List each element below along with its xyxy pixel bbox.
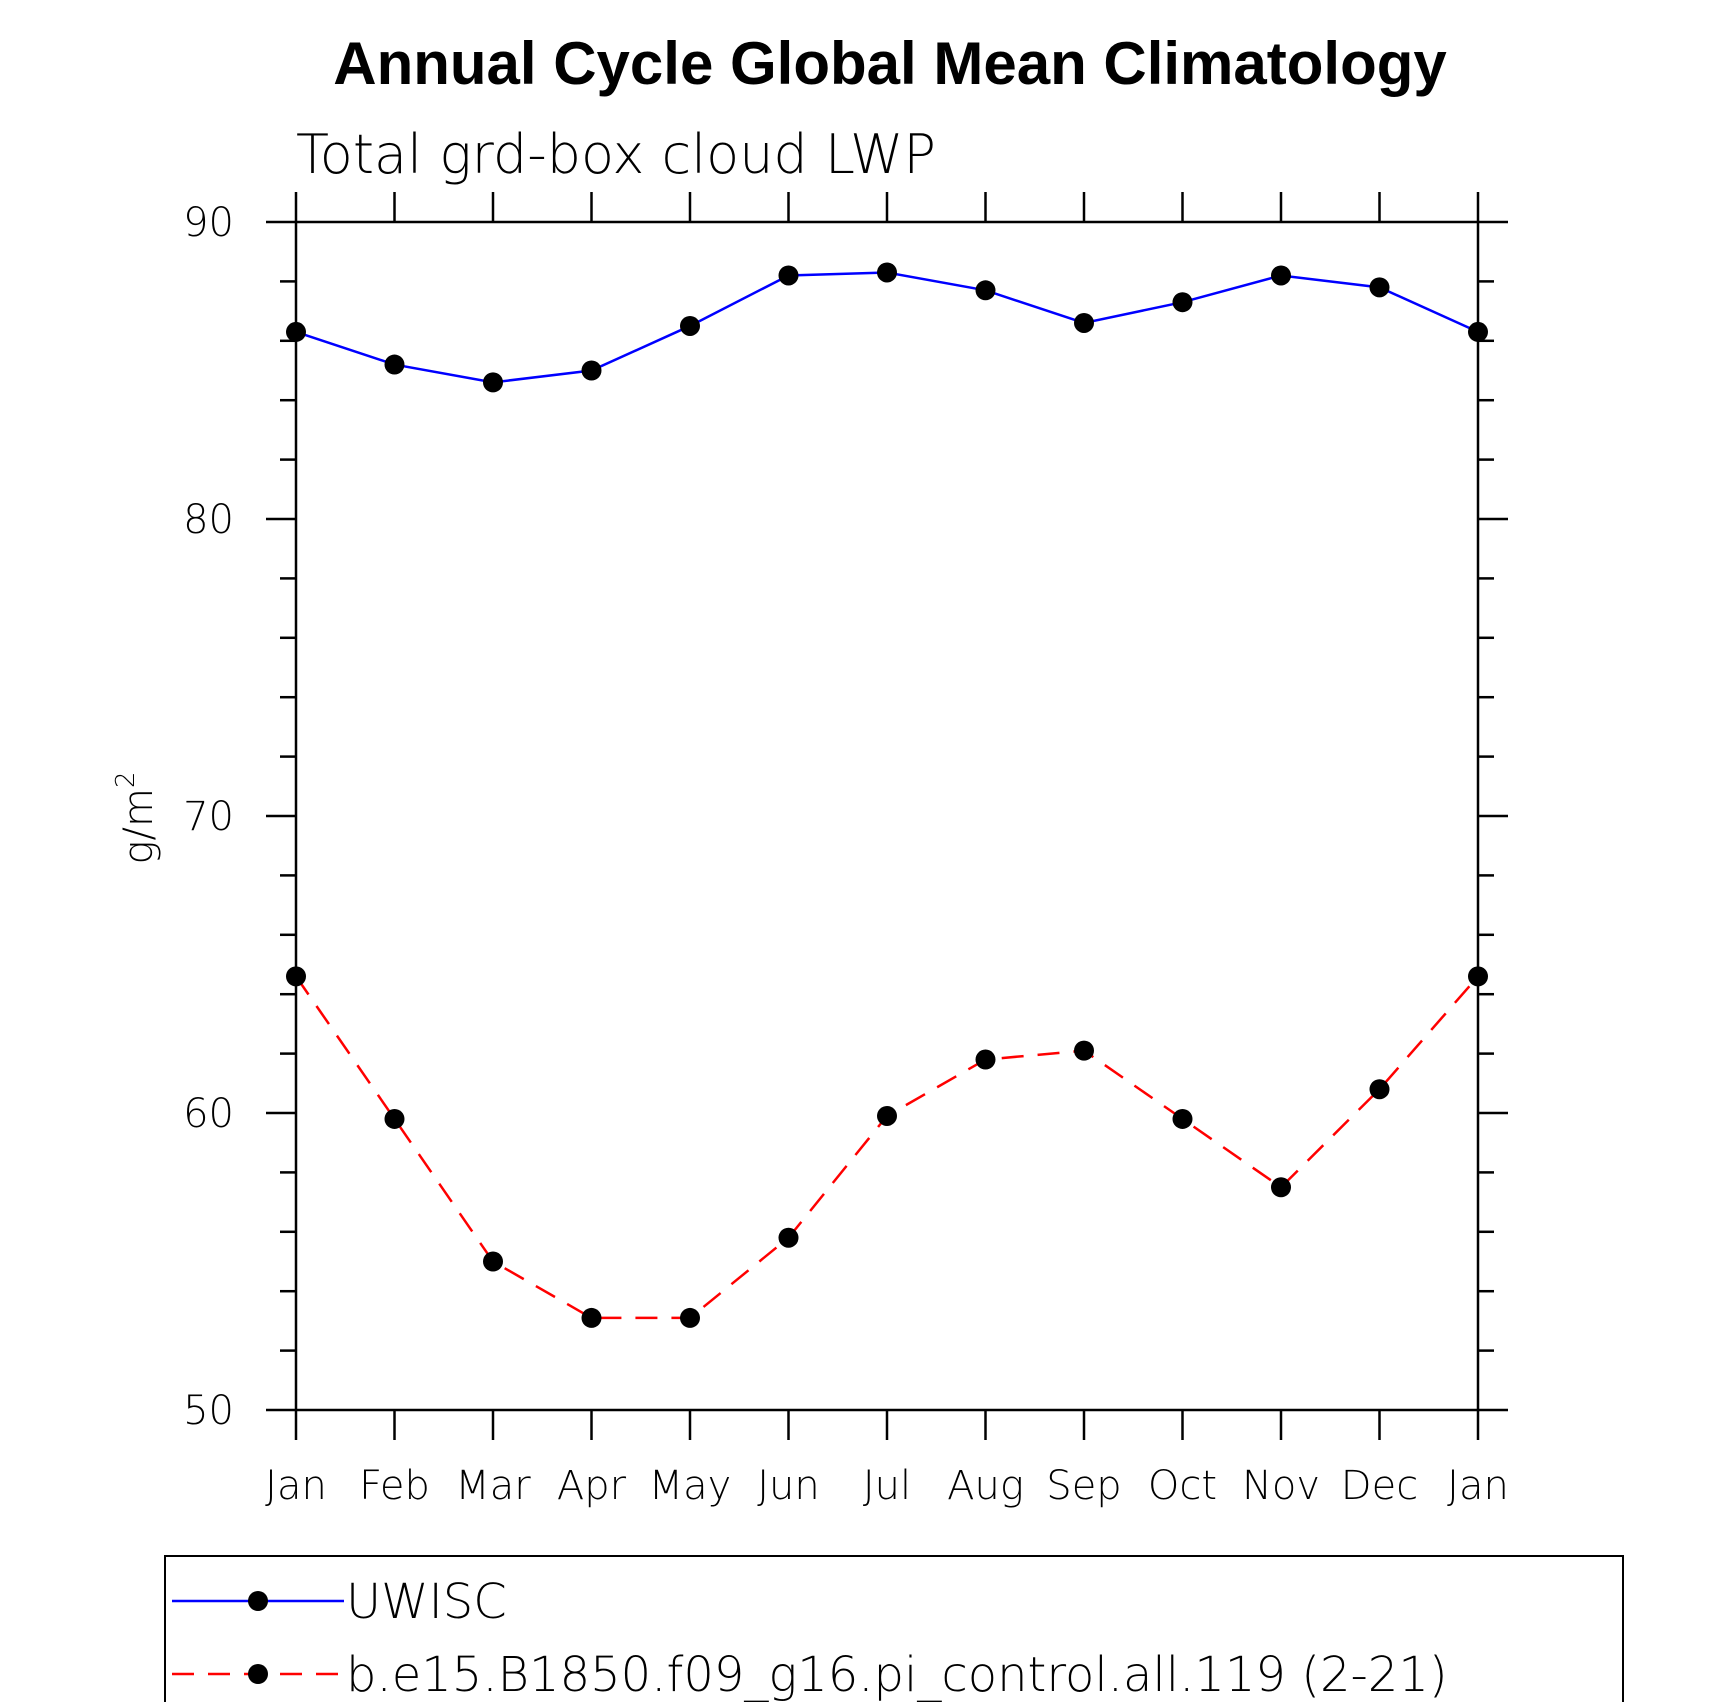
data-point	[581, 1307, 602, 1328]
data-point	[1271, 265, 1291, 286]
data-point	[483, 372, 503, 393]
data-point	[1172, 1108, 1193, 1129]
data-point	[384, 354, 405, 375]
data-point	[877, 1105, 897, 1126]
data-point	[680, 1307, 700, 1328]
legend-label: b.e15.B1850.f09_g16.pi_control.all.119 (…	[346, 1647, 1448, 1702]
legend: UWISC b.e15.B1850.f09_g16.pi_control.all.…	[164, 1555, 1624, 1702]
data-point	[286, 966, 306, 987]
y-axis-label-superscript: 2	[111, 772, 141, 789]
x-tick-label: Jun	[757, 1463, 820, 1509]
y-tick-label: 80	[183, 497, 234, 543]
y-tick-label: 90	[183, 200, 234, 246]
legend-marker	[248, 1591, 268, 1611]
y-tick-label: 60	[183, 1091, 234, 1137]
axes: Jan Feb Mar Apr May Jun Jul Aug Sep Oct Nov Dec Jan 5…	[183, 192, 1509, 1509]
y-axis-label: g/m2	[111, 772, 162, 865]
x-tick-label: Sep	[1046, 1463, 1121, 1509]
x-tick-label: Jan	[1447, 1463, 1509, 1509]
data-point	[384, 1108, 405, 1129]
series-2	[286, 966, 1488, 1328]
svg-text:g/m2: g/m2	[111, 772, 162, 865]
series-layer	[286, 262, 1488, 1328]
legend-marker	[248, 1664, 268, 1684]
x-tick-label: Feb	[359, 1463, 430, 1509]
x-tick-label: Aug	[947, 1463, 1024, 1509]
x-tick-label: Oct	[1148, 1463, 1217, 1509]
y-tick-label: 70	[183, 794, 234, 840]
data-point	[1074, 312, 1094, 333]
data-point	[1468, 966, 1488, 987]
series-1	[286, 262, 1488, 393]
data-point	[1271, 1177, 1291, 1198]
data-point	[975, 1049, 996, 1070]
data-point	[778, 265, 799, 286]
data-point	[680, 315, 700, 336]
data-point	[1468, 321, 1488, 342]
series-line	[295, 271, 1479, 384]
x-tick-label: Mar	[455, 1463, 531, 1509]
data-point	[1172, 292, 1193, 313]
data-point	[877, 262, 897, 283]
data-point	[1369, 1079, 1390, 1100]
y-tick-label: 50	[183, 1388, 234, 1434]
legend-box	[164, 1555, 1624, 1702]
data-point	[581, 360, 602, 381]
data-point	[778, 1227, 799, 1248]
x-tick-label: Jan	[265, 1463, 327, 1509]
data-point	[1369, 277, 1390, 298]
plot-frame	[294, 220, 1480, 1412]
chart-subtitle: Total grd-box cloud LWP	[296, 123, 936, 186]
data-point	[483, 1251, 503, 1272]
chart-title: Annual Cycle Global Mean Climatology	[333, 30, 1447, 97]
data-point	[1074, 1040, 1094, 1061]
x-tick-label: Dec	[1341, 1463, 1418, 1509]
x-tick-label: Jul	[863, 1463, 911, 1509]
x-tick-label: May	[649, 1463, 732, 1509]
data-point	[286, 321, 306, 342]
data-point	[975, 280, 996, 301]
legend-label: UWISC	[346, 1574, 507, 1630]
y-axis-label-text: g/m	[116, 788, 162, 864]
x-tick-label: Nov	[1242, 1463, 1320, 1509]
series-line	[294, 975, 1479, 1320]
x-tick-label: Apr	[557, 1463, 627, 1509]
